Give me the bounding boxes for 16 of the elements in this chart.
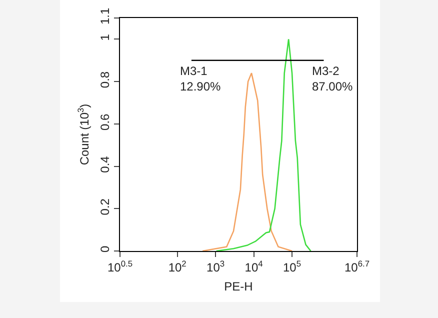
y-tick-label: 0.2 bbox=[98, 198, 112, 216]
y-tick-label: 1.1 bbox=[98, 8, 112, 25]
annotation: M3-1 12.90% bbox=[180, 64, 222, 94]
x-tick-label: 10$^{5}$ bbox=[283, 258, 302, 274]
y-tick-label: 0 bbox=[98, 246, 112, 253]
x-tick-label: 10$^{2}$ bbox=[168, 258, 187, 274]
annotation: M3-2 87.00% bbox=[312, 64, 354, 94]
y-tick-label: 0.6 bbox=[98, 113, 112, 130]
y-tick-label: 1 bbox=[98, 34, 112, 41]
x-tick-label: 10$^{0.5}$ bbox=[107, 258, 133, 274]
y-tick-label: 0.8 bbox=[98, 71, 112, 88]
x-tick-label: 10$^{4}$ bbox=[244, 258, 264, 274]
x-tick-label: 10$^{3}$ bbox=[206, 258, 225, 274]
y-tick-label: 0.4 bbox=[98, 156, 112, 173]
x-axis-title: PE-H bbox=[224, 279, 253, 294]
x-tick-label: 10$^{6.7}$ bbox=[344, 258, 370, 274]
